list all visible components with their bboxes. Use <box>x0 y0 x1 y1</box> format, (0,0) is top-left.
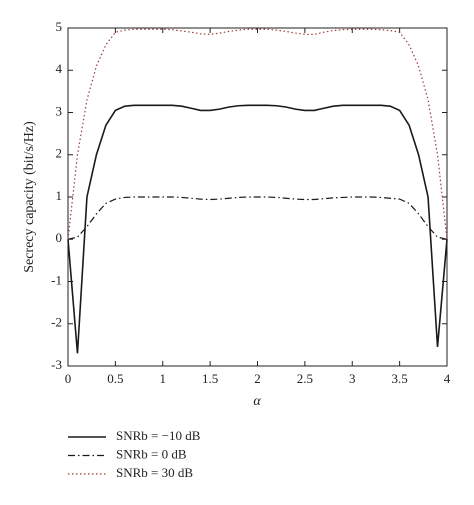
x-tick-label: 0 <box>65 371 72 386</box>
y-tick-label: -2 <box>51 315 62 330</box>
y-tick-label: 2 <box>56 146 63 161</box>
x-axis-title: α <box>253 394 261 409</box>
x-tick-label: 2 <box>254 371 261 386</box>
y-tick-label: -3 <box>51 357 62 372</box>
x-tick-label: 1.5 <box>202 371 218 386</box>
legend-label: SNRb = 30 dB <box>116 465 193 480</box>
x-tick-label: 0.5 <box>107 371 123 386</box>
x-tick-label: 1 <box>160 371 167 386</box>
x-tick-label: 3 <box>349 371 356 386</box>
y-axis-title: Secrecy capacity (bit/s/Hz) <box>22 121 37 273</box>
y-tick-label: 0 <box>56 230 63 245</box>
y-tick-label: -1 <box>51 272 62 287</box>
x-tick-label: 2.5 <box>297 371 313 386</box>
y-tick-label: 1 <box>56 188 63 203</box>
x-tick-label: 4 <box>444 371 451 386</box>
series-line <box>67 104 448 354</box>
series-line <box>67 28 448 240</box>
y-tick-label: 3 <box>56 103 63 118</box>
x-tick-label: 3.5 <box>392 371 408 386</box>
series-line <box>67 196 448 240</box>
y-tick-label: 5 <box>56 19 63 34</box>
legend-label: SNRb = −10 dB <box>116 428 201 443</box>
y-tick-label: 4 <box>56 61 63 76</box>
legend-label: SNRb = 0 dB <box>116 446 187 461</box>
